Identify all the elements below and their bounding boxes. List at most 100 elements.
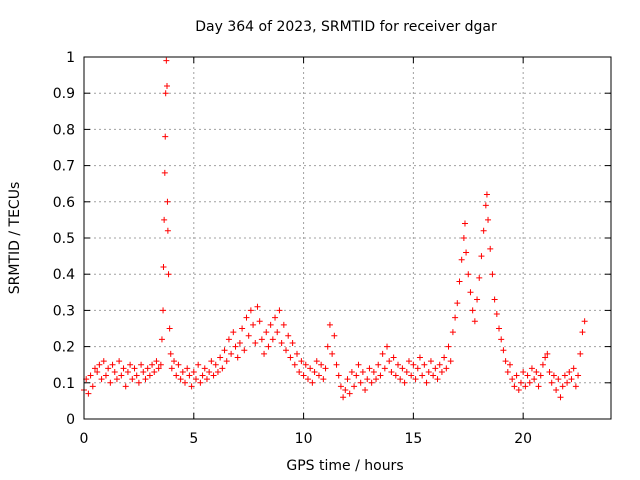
data-point bbox=[342, 387, 349, 394]
data-point bbox=[531, 376, 538, 383]
data-point bbox=[278, 339, 285, 346]
data-point bbox=[460, 235, 467, 241]
data-point bbox=[493, 311, 500, 318]
data-point bbox=[465, 271, 472, 278]
data-point bbox=[511, 383, 518, 390]
data-point bbox=[258, 336, 265, 343]
data-point bbox=[208, 358, 215, 365]
data-point bbox=[293, 350, 300, 357]
data-point bbox=[155, 365, 162, 372]
data-point bbox=[474, 296, 481, 303]
data-point bbox=[168, 365, 175, 372]
data-point bbox=[280, 321, 287, 328]
data-point bbox=[425, 368, 432, 375]
data-point bbox=[427, 358, 434, 365]
data-point bbox=[85, 390, 92, 397]
data-point bbox=[416, 354, 423, 361]
data-point bbox=[322, 365, 329, 372]
data-point bbox=[263, 329, 270, 336]
data-point bbox=[265, 343, 272, 350]
tick-labels: 00.10.20.30.40.50.60.70.80.910 5 10 15 20 bbox=[53, 50, 532, 447]
data-point bbox=[91, 365, 98, 372]
data-point bbox=[241, 347, 248, 354]
data-point bbox=[239, 325, 246, 332]
data-point bbox=[313, 358, 320, 365]
data-point bbox=[245, 332, 252, 339]
data-point bbox=[535, 383, 542, 390]
data-point bbox=[408, 372, 415, 379]
data-point bbox=[192, 376, 199, 383]
data-point bbox=[228, 350, 235, 357]
data-point bbox=[454, 300, 461, 307]
data-point bbox=[329, 350, 336, 357]
data-point bbox=[467, 289, 474, 296]
data-point bbox=[395, 361, 402, 368]
data-point bbox=[449, 329, 456, 336]
data-point bbox=[370, 368, 377, 375]
data-point bbox=[234, 354, 241, 361]
data-point bbox=[366, 365, 373, 372]
data-point bbox=[456, 278, 463, 285]
data-point bbox=[575, 372, 582, 379]
data-point bbox=[432, 365, 439, 372]
data-point bbox=[397, 376, 404, 383]
data-point bbox=[210, 372, 217, 379]
data-point bbox=[405, 358, 412, 365]
data-point bbox=[272, 314, 279, 321]
data-point bbox=[359, 368, 366, 375]
data-point bbox=[399, 365, 406, 372]
data-point bbox=[311, 368, 318, 375]
data-point bbox=[333, 361, 340, 368]
data-point bbox=[496, 325, 503, 332]
data-point bbox=[430, 372, 437, 379]
data-point bbox=[412, 376, 419, 383]
data-point bbox=[214, 368, 221, 375]
data-point bbox=[261, 350, 268, 357]
data-point bbox=[219, 365, 226, 372]
data-point bbox=[326, 321, 333, 328]
data-point bbox=[160, 307, 167, 314]
data-point bbox=[100, 358, 107, 365]
data-point bbox=[167, 350, 174, 357]
data-point bbox=[504, 368, 511, 375]
data-point bbox=[203, 376, 210, 383]
data-point bbox=[173, 372, 180, 379]
data-point bbox=[452, 314, 459, 321]
data-point bbox=[285, 332, 292, 339]
data-point bbox=[579, 329, 586, 336]
data-point bbox=[337, 383, 344, 390]
data-point bbox=[423, 379, 430, 386]
data-point bbox=[111, 368, 118, 375]
data-point bbox=[555, 376, 562, 383]
data-point bbox=[283, 347, 290, 354]
data-point bbox=[375, 361, 382, 368]
data-point bbox=[362, 387, 369, 394]
data-point bbox=[217, 354, 224, 361]
y-tick-label: 0.6 bbox=[53, 195, 75, 211]
data-point bbox=[157, 361, 164, 368]
data-point bbox=[509, 376, 516, 383]
data-point bbox=[287, 354, 294, 361]
data-point bbox=[414, 365, 421, 372]
data-point bbox=[131, 365, 138, 372]
data-point bbox=[274, 329, 281, 336]
data-point bbox=[485, 216, 492, 223]
data-point bbox=[135, 379, 142, 386]
data-point bbox=[572, 383, 579, 390]
data-point bbox=[324, 343, 331, 350]
data-point bbox=[206, 368, 213, 375]
data-point bbox=[113, 376, 120, 383]
data-point bbox=[256, 318, 263, 325]
plot-frame bbox=[83, 56, 612, 420]
data-point bbox=[109, 361, 116, 368]
data-point bbox=[438, 368, 445, 375]
data-point bbox=[309, 379, 316, 386]
data-point bbox=[300, 372, 307, 379]
data-point bbox=[561, 372, 568, 379]
data-point bbox=[483, 191, 490, 198]
data-point bbox=[236, 339, 243, 346]
data-point bbox=[524, 372, 531, 379]
data-point bbox=[537, 372, 544, 379]
data-point bbox=[161, 216, 168, 223]
